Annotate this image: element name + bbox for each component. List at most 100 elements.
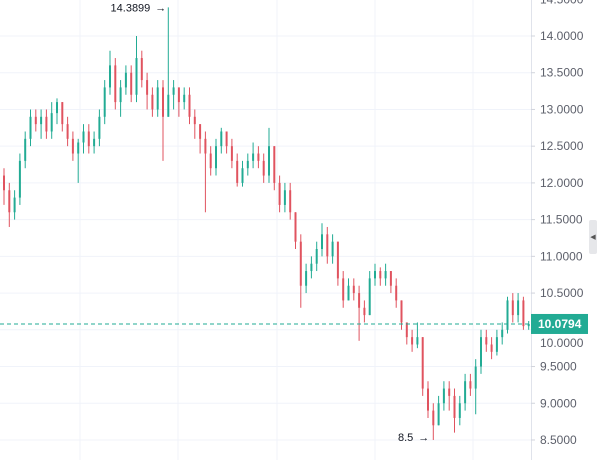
candle [215, 138, 217, 176]
candle [379, 267, 382, 286]
candle-body [416, 337, 419, 345]
candle [45, 109, 48, 139]
candle [130, 65, 133, 103]
candle [400, 300, 403, 330]
candle-body [162, 87, 164, 117]
candle [416, 322, 419, 349]
candle [352, 278, 355, 301]
candle [517, 293, 520, 323]
candle [13, 190, 16, 220]
candle-body [124, 72, 127, 88]
candle-body [252, 153, 255, 161]
candle [374, 263, 376, 286]
y-tick-label: 8.5000 [540, 433, 577, 447]
candle [204, 131, 207, 213]
candle [18, 153, 21, 205]
candle-body [278, 182, 281, 205]
candle-body [395, 285, 398, 301]
candle-body [119, 87, 122, 103]
candle [162, 80, 164, 161]
candle [453, 388, 456, 433]
candle [24, 131, 27, 169]
candle-body [501, 329, 504, 338]
candle [289, 182, 292, 220]
candle-body [71, 138, 74, 154]
candle [66, 116, 69, 147]
candle [458, 395, 461, 426]
candle [151, 87, 154, 117]
high-arrow-icon: → [155, 2, 166, 14]
candle [389, 271, 392, 294]
candle [140, 50, 143, 88]
candle-body [517, 300, 520, 316]
candle [342, 271, 345, 308]
candle [522, 296, 525, 330]
candle-body [315, 249, 318, 264]
candle-body [109, 65, 111, 88]
candle [257, 146, 260, 169]
candle [283, 182, 286, 213]
candle-body [93, 138, 96, 147]
candle [474, 359, 477, 415]
candle [464, 373, 467, 411]
candle-body [34, 116, 37, 125]
candle [437, 395, 440, 426]
candle-body [299, 241, 302, 286]
candle-body [29, 116, 32, 139]
candle-body [230, 146, 233, 161]
candle [395, 278, 398, 308]
candle-body [188, 94, 191, 117]
candle-body [389, 271, 392, 286]
candle-body [268, 146, 270, 176]
candle [199, 124, 202, 154]
candle-body [56, 102, 58, 114]
price-axis[interactable]: 14.5000 14.0000 13.5000 13.0000 12.5000 12.00… [531, 0, 584, 447]
candle [34, 109, 37, 132]
candle-body [321, 234, 323, 250]
candle [177, 87, 180, 117]
candle-body [77, 142, 80, 154]
candle-body [358, 293, 361, 308]
candle [209, 146, 212, 176]
candle [114, 58, 117, 110]
candle [268, 127, 270, 183]
candle-body [453, 395, 456, 418]
candle-body [469, 381, 472, 389]
candle-body [172, 87, 175, 95]
candle-body [66, 124, 69, 139]
candles [3, 7, 530, 440]
candle-body [130, 72, 133, 95]
candle [135, 36, 138, 103]
candle-body [511, 300, 514, 316]
candle-body [177, 87, 180, 103]
candle-body [103, 87, 106, 117]
candle [315, 241, 318, 272]
candle-body [427, 388, 429, 411]
candle [480, 329, 482, 374]
triangle-left-icon: ◀ [590, 234, 596, 241]
candle [236, 153, 239, 187]
candle [225, 131, 228, 154]
collapse-panel-button[interactable]: ◀ [589, 220, 597, 254]
candle-body [215, 146, 217, 169]
candle [167, 7, 170, 117]
candle-body [442, 388, 445, 404]
candle-body [156, 87, 159, 110]
candle [183, 87, 186, 110]
candle-body [490, 344, 493, 352]
candle-body [199, 124, 202, 139]
candle [421, 337, 424, 396]
candle-body [241, 168, 244, 183]
candle-body [379, 271, 382, 279]
high-annotation: 14.3899 [111, 2, 151, 14]
candle [124, 65, 127, 95]
candle-body [167, 94, 170, 117]
candle-body [326, 234, 329, 257]
candle [511, 293, 514, 323]
candle-body [183, 94, 186, 103]
candle-body [24, 138, 27, 161]
candle-body [294, 212, 297, 242]
candle-body [336, 241, 339, 279]
candle-body [352, 285, 355, 294]
